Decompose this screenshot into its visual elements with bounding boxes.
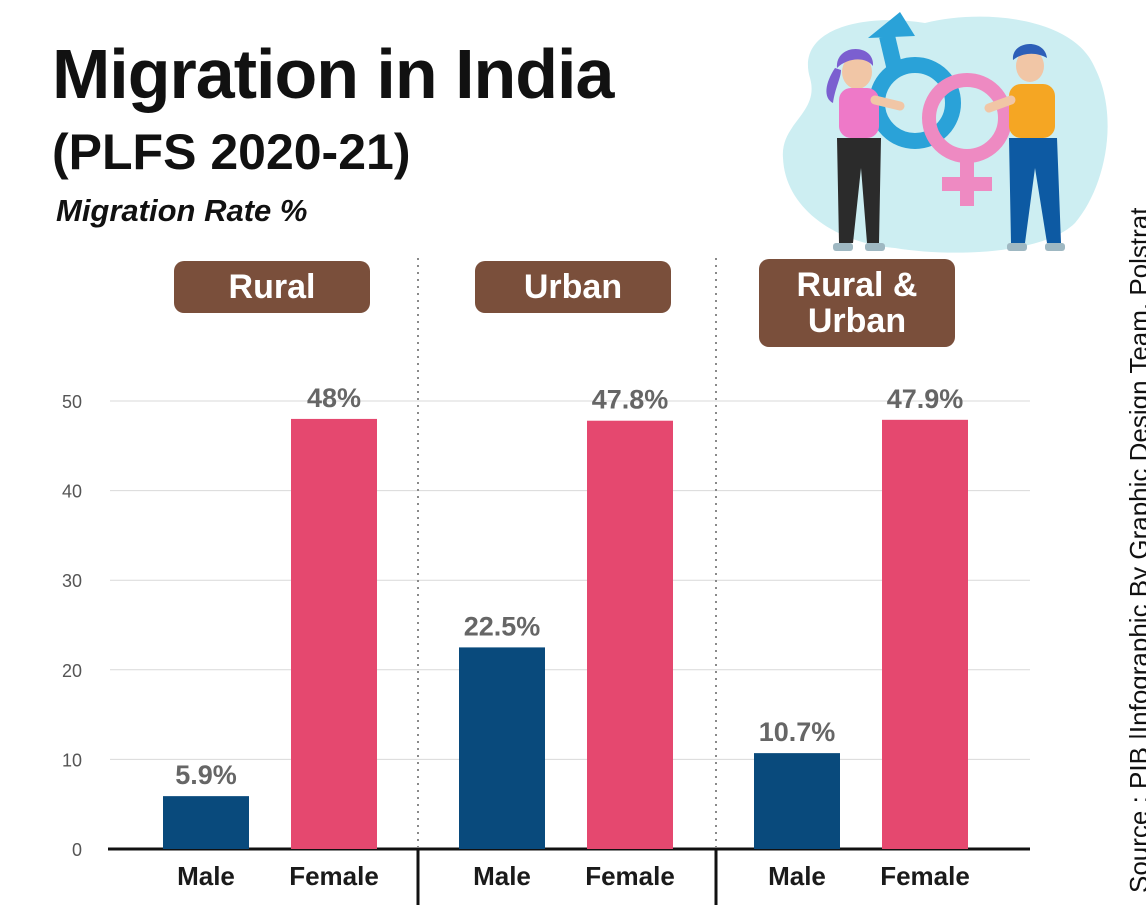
source-credit: Source : PIB |Infographic By Graphic Des… xyxy=(1124,207,1146,893)
man-figure xyxy=(984,43,1065,251)
y-tick-label: 10 xyxy=(62,750,82,770)
group-label-2: Rural & Urban xyxy=(759,259,955,347)
group-label-text: Rural & Urban xyxy=(797,267,918,339)
group-label-line: Rural xyxy=(228,268,316,306)
bar-male xyxy=(754,753,840,849)
bar-female xyxy=(882,419,968,849)
data-label: 10.7% xyxy=(759,717,836,747)
group-label-text: Urban xyxy=(524,269,622,305)
woman-figure xyxy=(826,48,905,251)
data-label: 47.8% xyxy=(592,385,669,415)
x-category-label: Male xyxy=(177,861,235,891)
chart-subtitle: (PLFS 2020-21) xyxy=(52,124,411,180)
x-category-label: Male xyxy=(473,861,531,891)
data-label: 47.9% xyxy=(887,384,964,414)
x-category-label: Female xyxy=(585,861,675,891)
data-label: 48% xyxy=(307,383,361,413)
y-tick-label: 40 xyxy=(62,482,82,502)
chart-title: Migration in India xyxy=(52,35,614,113)
group-label-line: Rural & xyxy=(796,266,918,304)
male-symbol-arrowhead xyxy=(868,12,915,38)
gender-illustration xyxy=(782,12,1108,253)
x-category-label: Female xyxy=(880,861,970,891)
unit-label: Migration Rate % xyxy=(56,193,308,228)
group-label-text: Rural xyxy=(229,269,316,305)
group-label-line: Urban xyxy=(523,268,623,306)
bar-male xyxy=(163,796,249,849)
data-label: 5.9% xyxy=(175,760,237,790)
x-category-label: Female xyxy=(289,861,379,891)
female-symbol-icon xyxy=(922,73,1012,206)
y-tick-label: 50 xyxy=(62,392,82,412)
y-tick-label: 20 xyxy=(62,661,82,681)
data-label: 22.5% xyxy=(464,611,541,641)
migration-bar-chart: 0 10 20 30 40 50 5.9% Male 48% Female 22.5% Male 47.… xyxy=(62,258,1030,905)
y-tick-label: 30 xyxy=(62,571,82,591)
group-label-0: Rural xyxy=(174,261,370,313)
bar-male xyxy=(459,647,545,849)
bar-female xyxy=(291,418,377,849)
group-label-1: Urban xyxy=(475,261,671,313)
x-category-label: Male xyxy=(768,861,826,891)
y-tick-label: 0 xyxy=(72,840,82,860)
group-label-line: Urban xyxy=(807,302,907,340)
bar-female xyxy=(587,420,673,849)
